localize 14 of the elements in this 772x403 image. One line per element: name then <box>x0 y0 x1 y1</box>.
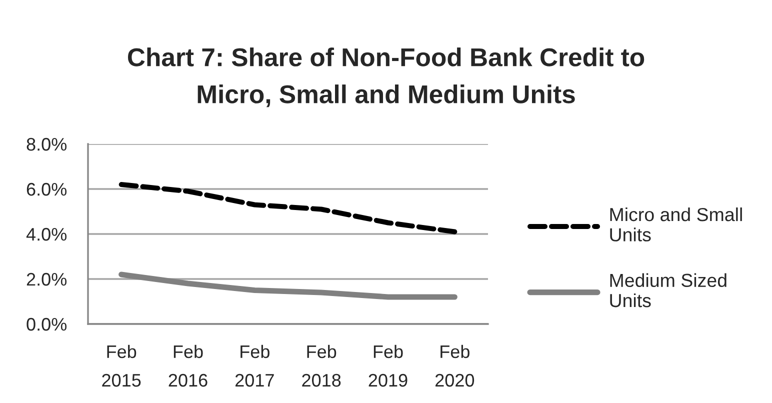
y-tick-label: 4.0% <box>26 228 67 241</box>
legend-label: Medium Sized Units <box>610 273 726 308</box>
chart-title: Chart 7: Share of Non-Food Bank Credit to Micro, Small and Medium Units <box>128 48 644 108</box>
x-tick-label: Feb 2017 <box>235 344 274 387</box>
legend-label: Micro and Small Units <box>610 207 742 242</box>
x-tick-label: Feb 2020 <box>435 344 474 387</box>
x-tick-label: Feb 2018 <box>302 344 341 387</box>
x-tick-label: Feb 2016 <box>168 344 208 387</box>
x-tick-label: Feb 2015 <box>102 344 141 387</box>
y-tick-label: 6.0% <box>26 182 67 196</box>
y-tick-label: 2.0% <box>26 272 67 286</box>
y-tick-label: 0.0% <box>26 318 67 331</box>
y-tick-label: 8.0% <box>26 138 67 151</box>
x-tick-label: Feb 2019 <box>368 344 408 387</box>
